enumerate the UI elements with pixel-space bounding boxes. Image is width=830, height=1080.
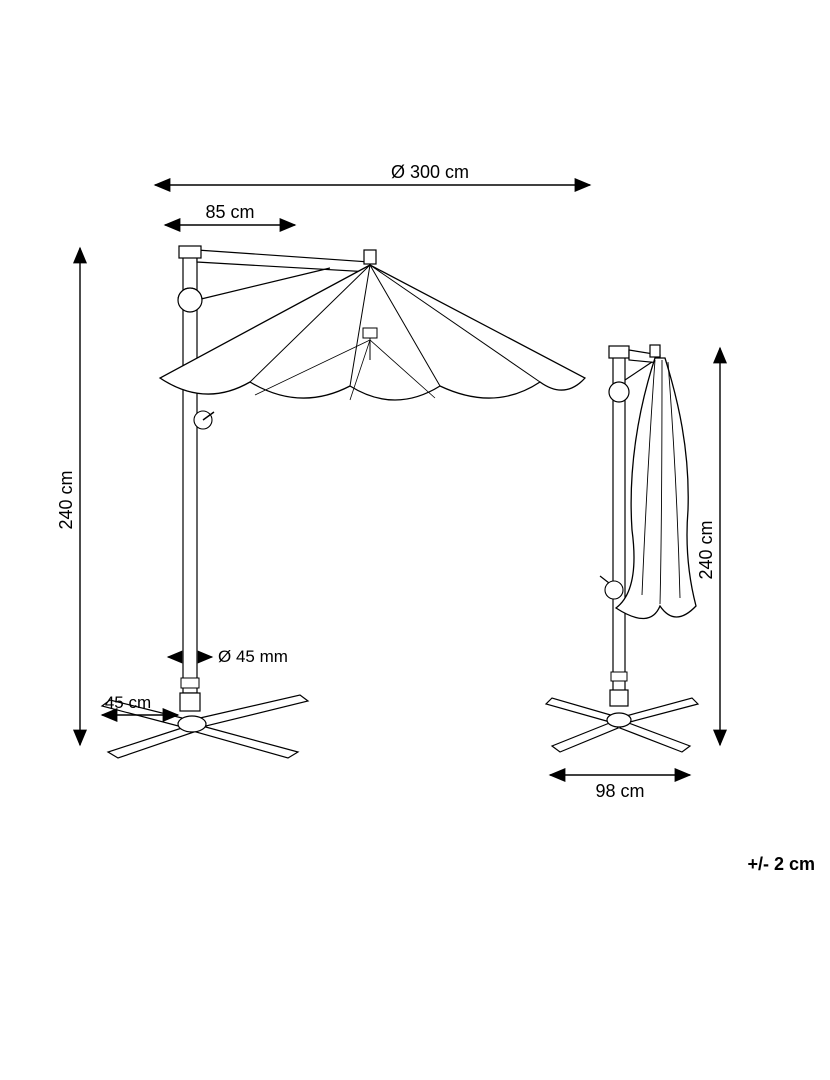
label-base-width: 98 cm (595, 781, 644, 801)
tolerance-note: +/- 2 cm (747, 854, 815, 874)
label-pole-diameter: Ø 45 mm (218, 647, 288, 666)
label-height-right: 240 cm (696, 520, 716, 579)
closed-umbrella (546, 345, 698, 752)
open-pole-collar (181, 678, 199, 688)
dim-base-width: 98 cm (550, 775, 690, 801)
label-arm-length: 85 cm (205, 202, 254, 222)
open-canopy (160, 250, 585, 400)
dim-arm-length: 85 cm (165, 202, 295, 225)
label-base-depth: 45 cm (105, 693, 151, 712)
dim-base-depth: 45 cm (102, 693, 178, 715)
closed-canopy (616, 345, 696, 619)
dim-canopy-diameter: Ø 300 cm (155, 162, 590, 185)
open-pole (183, 248, 197, 693)
dim-height-right: 240 cm (696, 348, 720, 745)
label-canopy-diameter: Ø 300 cm (391, 162, 469, 182)
dim-height-left: 240 cm (56, 248, 80, 745)
closed-base (546, 690, 698, 752)
label-height-left: 240 cm (56, 470, 76, 529)
dimension-diagram-svg: Ø 300 cm 85 cm 240 cm 240 cm Ø 45 mm 45 … (0, 0, 830, 1080)
open-umbrella (102, 246, 585, 758)
diagram-container: Ø 300 cm 85 cm 240 cm 240 cm Ø 45 mm 45 … (0, 0, 830, 1080)
crank-handle (194, 411, 214, 429)
